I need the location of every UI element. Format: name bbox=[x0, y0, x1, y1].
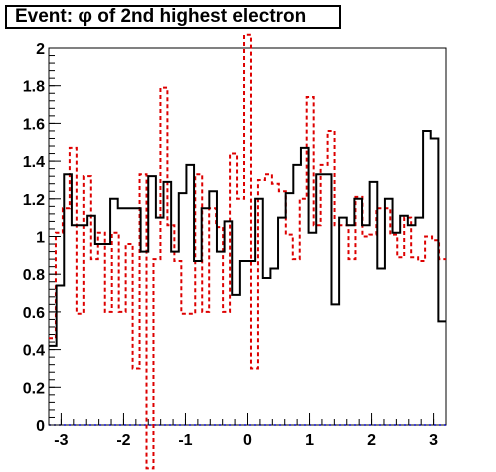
y-tick-label: 1.4 bbox=[23, 154, 45, 171]
y-tick-label: 0 bbox=[36, 418, 45, 435]
x-tick-label: 3 bbox=[429, 432, 438, 449]
chart-title-suffix: of 2nd highest electron bbox=[91, 6, 307, 27]
y-tick-label: 2 bbox=[36, 41, 45, 58]
y-tick-label: 0.6 bbox=[23, 305, 45, 322]
series-line-1 bbox=[49, 33, 446, 470]
x-tick-label: 2 bbox=[367, 432, 376, 449]
x-tick-label: 0 bbox=[243, 432, 252, 449]
chart-title-prefix: Event: bbox=[15, 6, 79, 27]
y-tick-label: 1.2 bbox=[23, 192, 45, 209]
chart-title: Event: φ of 2nd highest electron bbox=[5, 5, 341, 29]
x-tick-label: -3 bbox=[54, 432, 68, 449]
y-tick-label: 1.6 bbox=[23, 116, 45, 133]
series-line-0 bbox=[49, 129, 446, 347]
x-tick-label: 1 bbox=[305, 432, 314, 449]
y-tick-label: 1 bbox=[36, 230, 45, 247]
x-tick-label: -2 bbox=[116, 432, 130, 449]
plot-frame bbox=[48, 47, 447, 426]
chart-title-phi: φ bbox=[78, 6, 92, 27]
y-tick-label: 0.4 bbox=[23, 343, 45, 360]
y-tick-label: 0.2 bbox=[23, 380, 45, 397]
y-tick-label: 0.8 bbox=[23, 267, 45, 284]
y-tick-label: 1.8 bbox=[23, 79, 45, 96]
x-tick-label: -1 bbox=[178, 432, 192, 449]
